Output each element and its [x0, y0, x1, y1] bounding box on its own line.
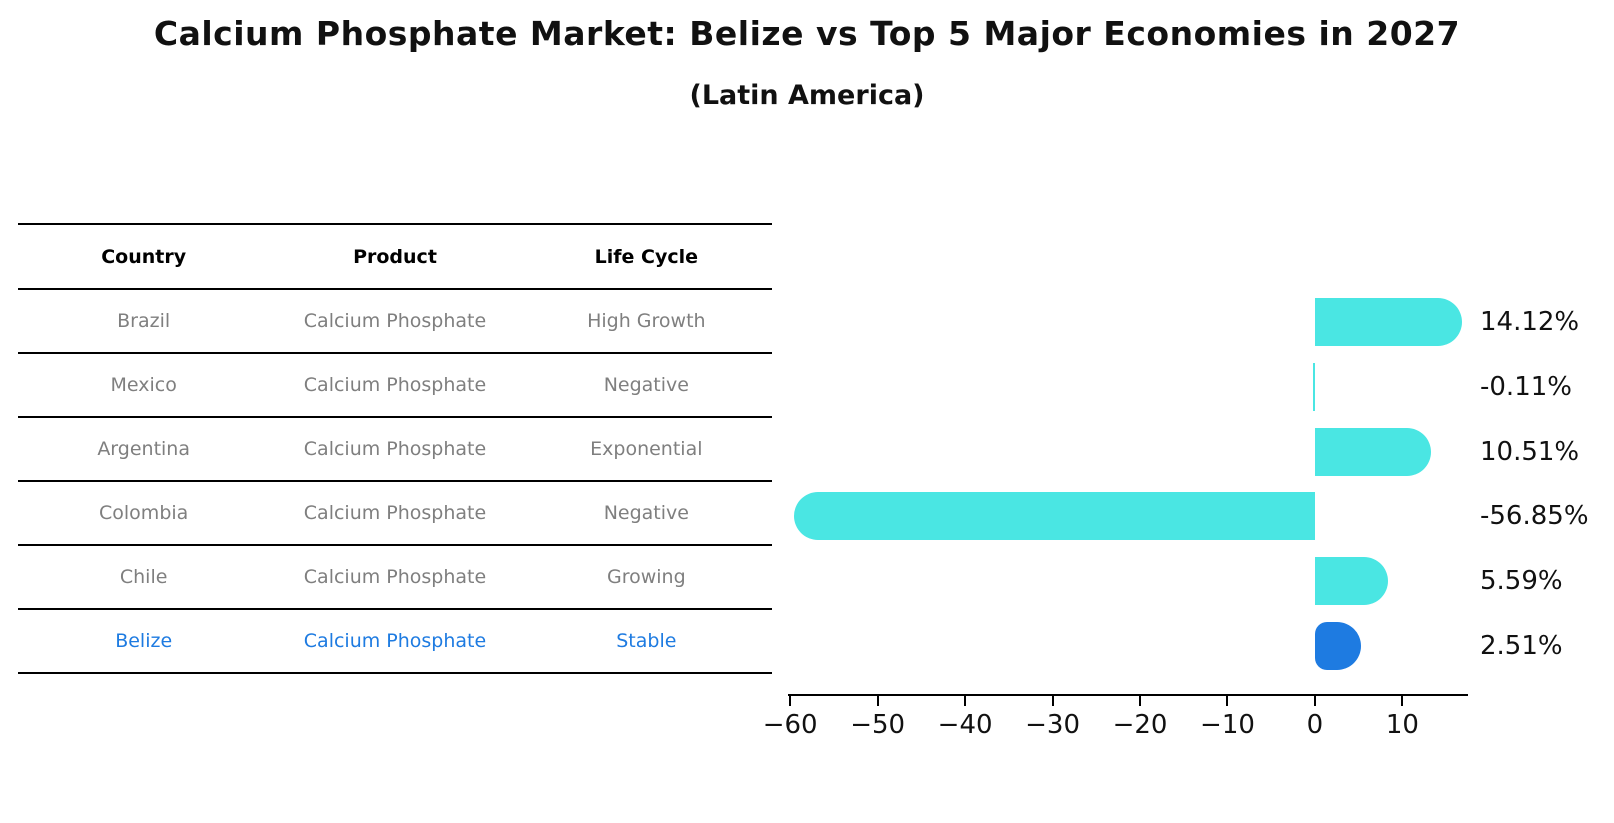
table-cell-product: Calcium Phosphate	[269, 352, 521, 418]
bar-mexico	[1313, 363, 1315, 411]
x-axis-tick	[1401, 696, 1404, 706]
table-cell-life-cycle: Stable	[520, 608, 772, 674]
x-axis-tick	[1313, 696, 1316, 706]
x-axis-tick	[789, 696, 792, 706]
table-row: Colombia Calcium Phosphate Negative	[18, 480, 772, 546]
table-row: Brazil Calcium Phosphate High Growth	[18, 288, 772, 354]
bar-colombia	[793, 492, 1315, 541]
table-row: Mexico Calcium Phosphate Negative	[18, 352, 772, 418]
table-row: Chile Calcium Phosphate Growing	[18, 544, 772, 610]
bar-chile	[1314, 557, 1388, 605]
value-label-mexico: -0.11%	[1480, 372, 1572, 402]
table-row: Argentina Calcium Phosphate Exponential	[18, 416, 772, 482]
table-cell-product: Calcium Phosphate	[269, 608, 521, 674]
bar-belize	[1314, 621, 1361, 670]
x-axis-tick	[964, 696, 967, 706]
x-axis-tick-label: −50	[850, 710, 906, 740]
table-cell-product: Calcium Phosphate	[269, 288, 521, 354]
value-label-chile: 5.59%	[1480, 566, 1563, 596]
table-cell-country: Brazil	[18, 288, 270, 354]
table-header-row: Country Product Life Cycle	[18, 223, 772, 290]
country-table: Country Product Life Cycle Brazil Calcium…	[18, 223, 772, 674]
value-label-belize: 2.51%	[1480, 630, 1563, 661]
x-axis-tick-label: −10	[1200, 710, 1255, 740]
table-cell-life-cycle: Growing	[520, 544, 772, 610]
chart-subtitle: (Latin America)	[689, 80, 925, 111]
x-axis-tick	[1139, 696, 1142, 706]
table-cell-country: Colombia	[18, 480, 270, 546]
column-header-life-cycle: Life Cycle	[520, 223, 772, 290]
table-cell-product: Calcium Phosphate	[269, 416, 521, 482]
value-label-colombia: -56.85%	[1480, 501, 1589, 532]
column-header-country: Country	[18, 223, 270, 290]
table-row: Belize Calcium Phosphate Stable	[18, 608, 772, 674]
chart-title: Calcium Phosphate Market: Belize vs Top …	[153, 14, 1461, 53]
table-cell-country: Belize	[18, 608, 270, 674]
x-axis-tick-label: 10	[1385, 710, 1419, 740]
table-cell-country: Chile	[18, 544, 270, 610]
table-cell-life-cycle: Exponential	[520, 416, 772, 482]
x-axis-spine	[788, 694, 1468, 696]
x-axis-tick	[1226, 696, 1229, 706]
x-axis-tick-label: −30	[1025, 710, 1080, 740]
value-label-argentina: 10.51%	[1480, 436, 1580, 467]
table-cell-country: Mexico	[18, 352, 270, 418]
bar-argentina	[1314, 427, 1431, 476]
bar-brazil	[1314, 298, 1463, 347]
table-cell-life-cycle: Negative	[520, 480, 772, 546]
x-axis-tick	[1051, 696, 1054, 706]
x-axis-tick-label: 0	[1306, 710, 1324, 740]
table-cell-life-cycle: Negative	[520, 352, 772, 418]
value-label-brazil: 14.12%	[1480, 307, 1580, 338]
x-axis-tick-label: −20	[1112, 710, 1168, 740]
x-axis-tick	[876, 696, 879, 706]
table-cell-life-cycle: High Growth	[520, 288, 772, 354]
table-cell-country: Argentina	[18, 416, 270, 482]
table-cell-product: Calcium Phosphate	[269, 544, 521, 610]
x-axis-tick-label: −60	[762, 710, 818, 740]
table-cell-product: Calcium Phosphate	[269, 480, 521, 546]
x-axis-tick-label: −40	[937, 710, 993, 740]
column-header-product: Product	[269, 223, 521, 290]
